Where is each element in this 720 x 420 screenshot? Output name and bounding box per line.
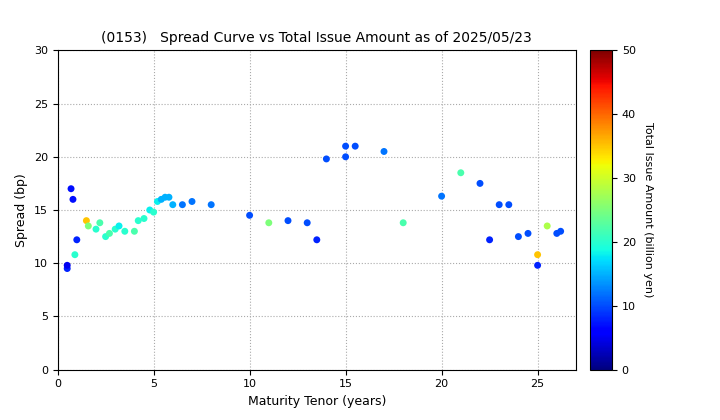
Point [94,219,106,226]
Point [144,207,156,213]
Point [522,230,534,237]
Point [320,155,332,162]
Title: (0153)   Spread Curve vs Total Issue Amount as of 2025/05/23: (0153) Spread Curve vs Total Issue Amoun… [102,31,532,45]
Point [152,198,163,205]
Point [129,228,140,235]
X-axis label: Maturity Tenor (years): Maturity Tenor (years) [248,395,386,408]
Point [302,219,313,226]
Point [311,236,323,243]
Point [81,217,92,224]
Point [61,262,73,269]
Point [282,217,294,224]
Point [167,201,179,208]
Point [159,194,171,201]
Point [349,143,361,150]
Point [205,201,217,208]
Point [484,236,495,243]
Point [244,212,256,219]
Point [138,215,150,222]
Y-axis label: Spread (bp): Spread (bp) [15,173,28,247]
Point [513,233,524,240]
Point [555,228,567,235]
Point [340,143,351,150]
Point [532,251,544,258]
Point [90,226,102,233]
Point [66,185,77,192]
Point [186,198,198,205]
Point [163,194,175,201]
Point [104,230,115,237]
Point [541,223,553,229]
Point [474,180,486,187]
Point [100,233,112,240]
Point [397,219,409,226]
Point [119,228,130,235]
Point [263,219,274,226]
Point [503,201,515,208]
Point [493,201,505,208]
Point [67,196,78,203]
Point [132,217,144,224]
Point [436,193,447,199]
Point [71,236,83,243]
Point [455,169,467,176]
Point [148,209,159,215]
Point [109,226,121,233]
Point [378,148,390,155]
Y-axis label: Total Issue Amount (billion yen): Total Issue Amount (billion yen) [642,122,652,298]
Point [113,223,125,229]
Point [176,201,188,208]
Point [532,262,544,269]
Point [551,230,562,237]
Point [61,265,73,272]
Point [156,196,167,203]
Point [69,251,81,258]
Point [83,223,94,229]
Point [340,153,351,160]
